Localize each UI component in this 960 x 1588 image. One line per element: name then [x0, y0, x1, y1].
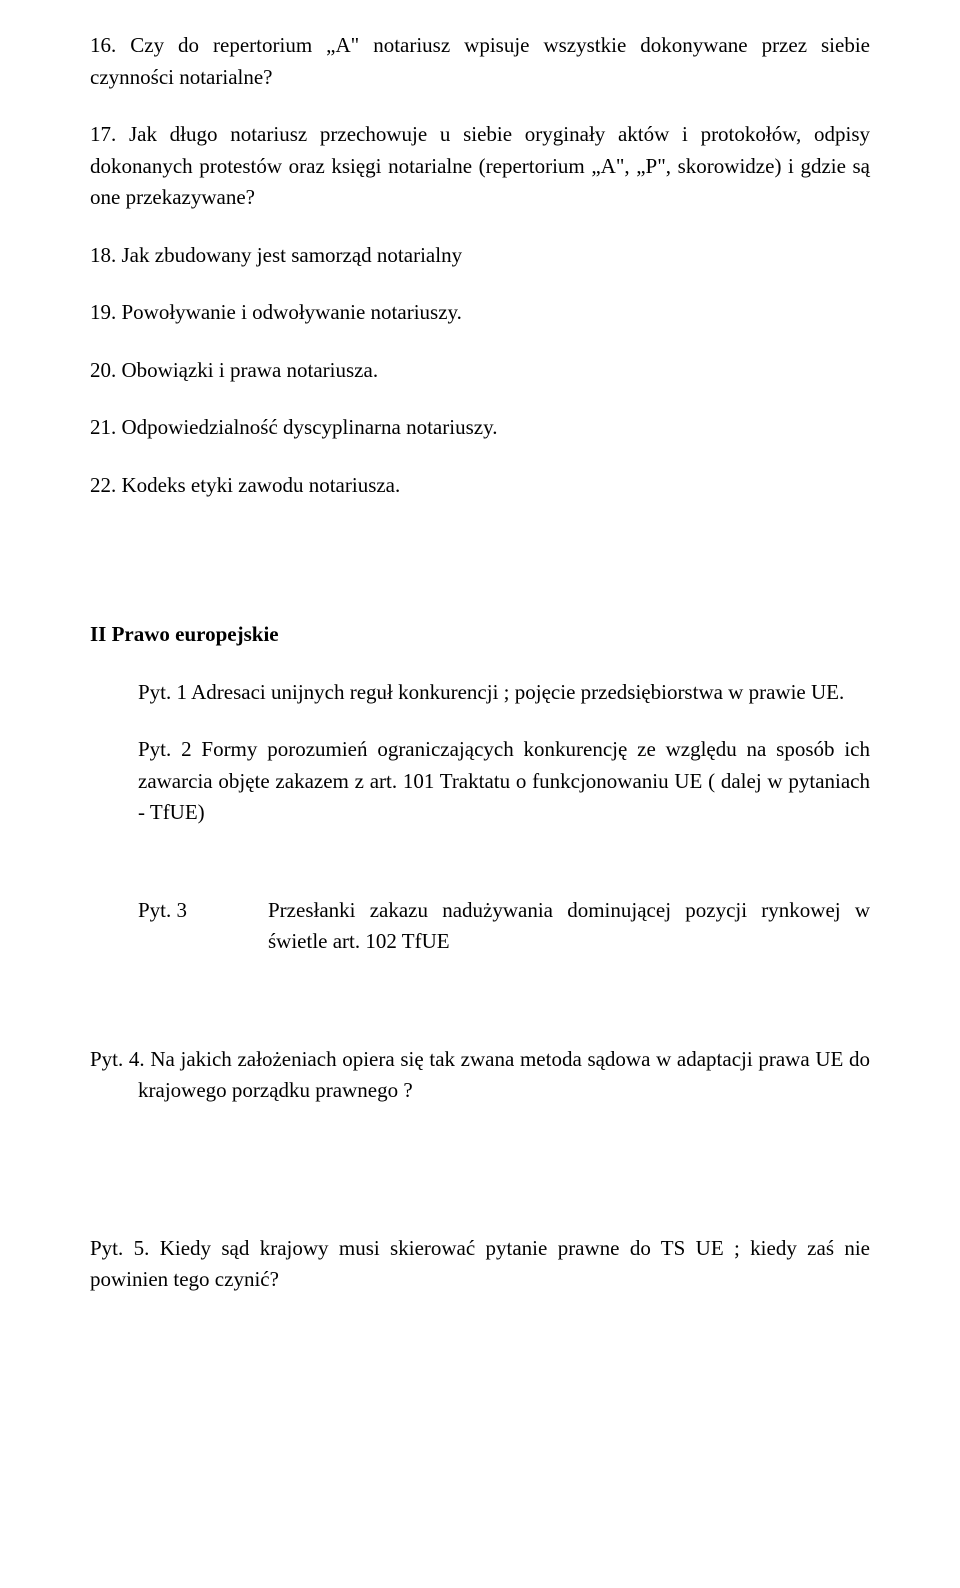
section-2-title: II Prawo europejskie [90, 619, 870, 651]
pyt-1: Pyt. 1 Adresaci unijnych reguł konkurenc… [138, 677, 870, 709]
pyt-3: Pyt. 3 Przesłanki zakazu nadużywania dom… [138, 895, 870, 958]
pyt-4: Pyt. 4. Na jakich założeniach opiera się… [138, 1044, 870, 1107]
spacer [90, 984, 870, 1044]
spacer [90, 527, 870, 567]
pyt-5: Pyt. 5. Kiedy sąd krajowy musi skierować… [90, 1233, 870, 1296]
question-19: 19. Powoływanie i odwoływanie notariuszy… [90, 297, 870, 329]
question-18: 18. Jak zbudowany jest samorząd notarial… [90, 240, 870, 272]
question-16: 16. Czy do repertorium „A" notariusz wpi… [90, 30, 870, 93]
spacer [90, 1133, 870, 1193]
pyt-3-text: Przesłanki zakazu nadużywania dominujące… [268, 895, 870, 958]
spacer [90, 1193, 870, 1233]
question-17: 17. Jak długo notariusz przechowuje u si… [90, 119, 870, 214]
document-page: 16. Czy do repertorium „A" notariusz wpi… [0, 0, 960, 1588]
spacer [90, 855, 870, 895]
pyt-3-label: Pyt. 3 [138, 895, 268, 958]
question-22: 22. Kodeks etyki zawodu notariusza. [90, 470, 870, 502]
pyt-2: Pyt. 2 Formy porozumień ograniczających … [138, 734, 870, 829]
question-20: 20. Obowiązki i prawa notariusza. [90, 355, 870, 387]
question-21: 21. Odpowiedzialność dyscyplinarna notar… [90, 412, 870, 444]
